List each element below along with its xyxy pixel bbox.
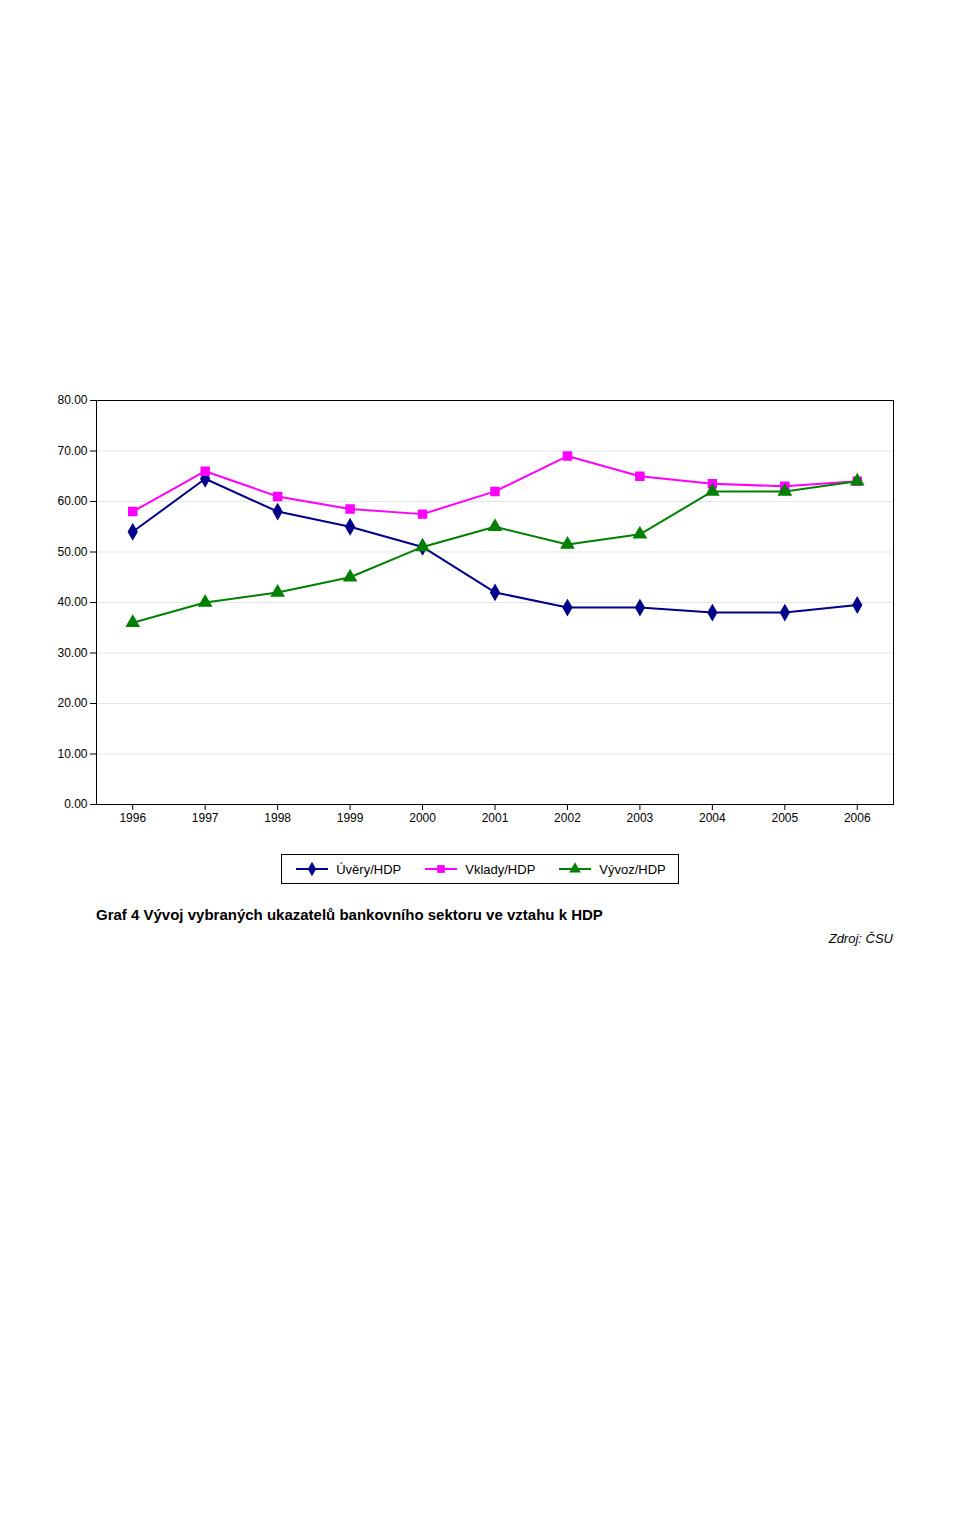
svg-text:80.00: 80.00 bbox=[57, 393, 87, 407]
svg-text:2004: 2004 bbox=[699, 811, 726, 825]
html-text:Graf 4 Vývoj vybraných ukazate: Graf 4 Vývoj vybraných ukazatelů bankovn… bbox=[96, 906, 603, 923]
svg-text:70.00: 70.00 bbox=[57, 444, 87, 458]
svg-text:2003: 2003 bbox=[627, 811, 654, 825]
html-text:Úvěry/HDP: Úvěry/HDP bbox=[336, 861, 402, 877]
svg-text:30.00: 30.00 bbox=[57, 646, 87, 660]
svg-text:2006: 2006 bbox=[844, 811, 871, 825]
svg-text:20.00: 20.00 bbox=[57, 696, 87, 710]
svg-text:60.00: 60.00 bbox=[57, 494, 87, 508]
svg-text:10.00: 10.00 bbox=[57, 747, 87, 761]
svg-text:1999: 1999 bbox=[337, 811, 364, 825]
svg-text:40.00: 40.00 bbox=[57, 595, 87, 609]
svg-text:2005: 2005 bbox=[771, 811, 798, 825]
svg-text:2000: 2000 bbox=[409, 811, 436, 825]
svg-text:0.00: 0.00 bbox=[64, 797, 88, 811]
html-text:Vklady/HDP: Vklady/HDP bbox=[465, 861, 536, 877]
svg-text:1997: 1997 bbox=[192, 811, 219, 825]
svg-text:1996: 1996 bbox=[119, 811, 146, 825]
svg-text:50.00: 50.00 bbox=[57, 545, 87, 559]
svg-text:2002: 2002 bbox=[554, 811, 581, 825]
html-text:Zdroj: ČSU: Zdroj: ČSU bbox=[828, 931, 893, 946]
svg-text:1998: 1998 bbox=[264, 811, 291, 825]
svg-text:2001: 2001 bbox=[482, 811, 509, 825]
html-text:Vývoz/HDP: Vývoz/HDP bbox=[599, 861, 666, 877]
